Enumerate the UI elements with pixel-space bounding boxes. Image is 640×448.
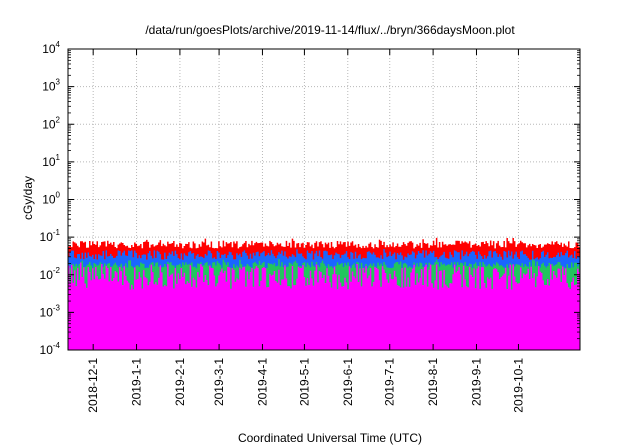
x-tick-label: 2018-12-1: [86, 358, 100, 413]
x-tick-label: 2019-5-1: [297, 358, 311, 406]
x-tick-label: 2019-9-1: [469, 358, 483, 406]
chart-title: /data/run/goesPlots/archive/2019-11-14/f…: [145, 23, 515, 37]
x-tick-label: 2019-8-1: [426, 358, 440, 406]
y-tick-label: 10-4: [40, 341, 61, 357]
y-tick-label: 10-3: [40, 303, 61, 319]
series-magenta-area: [68, 262, 580, 350]
y-tick-label: 101: [42, 153, 60, 169]
x-tick-label: 2019-1-1: [130, 358, 144, 406]
x-tick-label: 2019-10-1: [511, 358, 525, 413]
y-tick-label: 103: [42, 78, 60, 94]
series-group: [68, 237, 580, 350]
x-axis-ticks: 2018-12-1 2019-1-1 2019-2-1 2019-3-1 2019-4-…: [86, 49, 525, 413]
y-axis-label: cGy/day: [21, 176, 35, 220]
x-tick-label: 2019-7-1: [383, 358, 397, 406]
y-tick-label: 10-2: [40, 266, 61, 282]
y-tick-label: 102: [42, 115, 60, 131]
y-tick-label: 10-1: [40, 228, 61, 244]
x-axis-label: Coordinated Universal Time (UTC): [238, 431, 422, 445]
y-axis-ticks: 10-4 10-3 10-2 10-1 100 101 102 103 104: [40, 40, 580, 357]
x-tick-label: 2019-3-1: [212, 358, 226, 406]
x-tick-label: 2019-4-1: [255, 358, 269, 406]
x-tick-label: 2019-6-1: [341, 358, 355, 406]
x-tick-label: 2019-2-1: [173, 358, 187, 406]
y-tick-label: 100: [42, 191, 60, 207]
y-tick-label: 104: [42, 40, 60, 56]
